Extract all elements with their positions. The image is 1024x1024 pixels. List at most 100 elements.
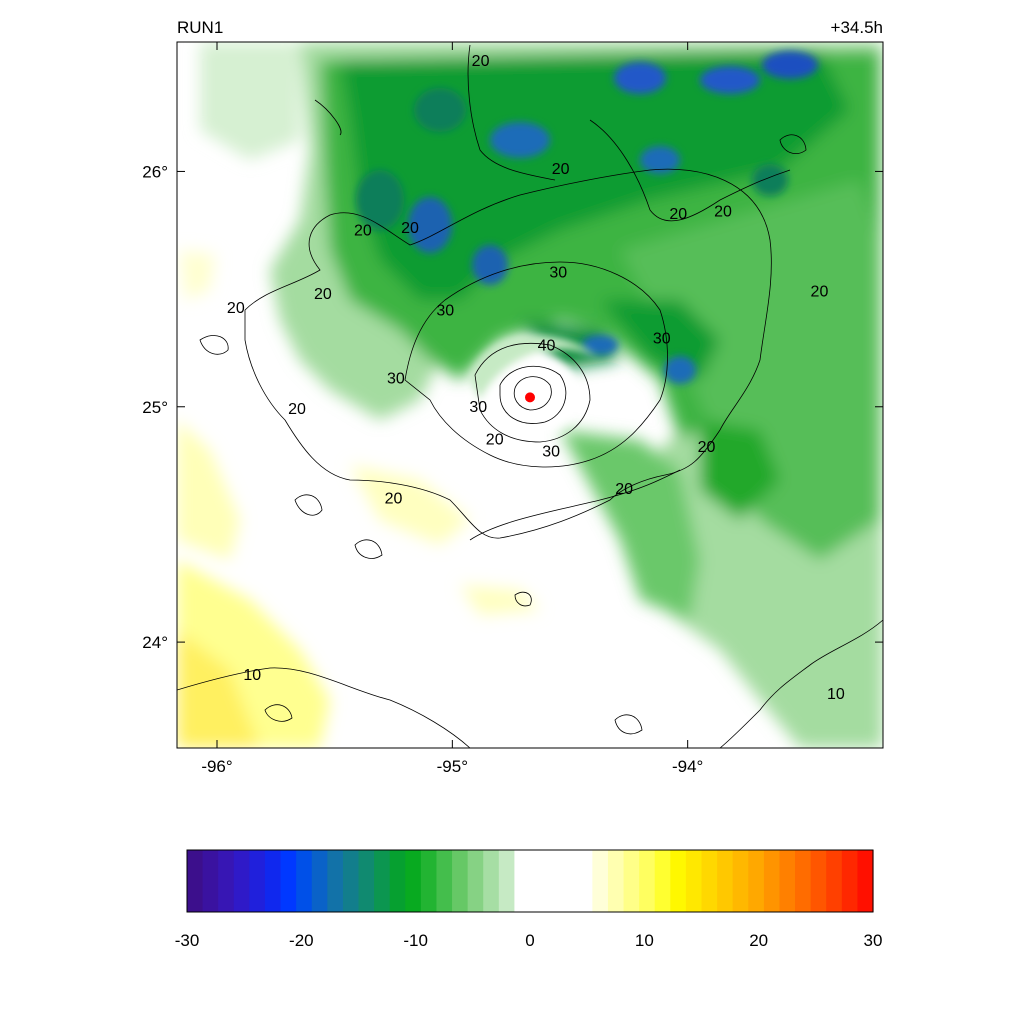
contour-label: 20 (227, 300, 245, 317)
colorbar-swatch (467, 850, 484, 912)
contour-small-7 (779, 134, 807, 154)
colorbar-tick-label: 30 (864, 931, 883, 950)
contour-label: 20 (288, 401, 306, 418)
x-tick-label: -94° (672, 757, 703, 776)
contour-label: 10 (243, 667, 261, 684)
contour-label: 30 (469, 399, 487, 416)
colorbar-swatch (327, 850, 344, 912)
contour-label: 30 (549, 265, 567, 282)
colorbar-swatch (779, 850, 796, 912)
x-tick-label: -95° (437, 757, 468, 776)
colorbar-frame (186, 849, 874, 913)
colorbar-swatch (639, 850, 656, 912)
contour-label: 10 (827, 686, 845, 703)
colorbar-swatch (498, 850, 516, 912)
colorbar-swatch (623, 850, 640, 912)
contour-label: 20 (472, 53, 490, 70)
colorbar-swatch (795, 850, 812, 912)
contour-10-southeast (719, 619, 883, 748)
contour-label: 30 (436, 302, 454, 319)
colorbar-swatch (810, 850, 827, 912)
contour-label: 40 (538, 338, 556, 355)
x-tick-label: -96° (201, 757, 232, 776)
contour-small-1 (199, 335, 229, 355)
colorbar-swatch (670, 850, 687, 912)
colorbar-swatch (405, 850, 422, 912)
contour-label: 20 (811, 283, 829, 300)
colorbar-swatch (311, 850, 328, 912)
colorbar-swatch (358, 850, 375, 912)
contour-south-arc (469, 469, 681, 541)
colorbar-swatch (545, 850, 562, 912)
colorbar-swatch (249, 850, 266, 912)
colorbar-tick-label: 0 (525, 931, 534, 950)
colorbar-swatch (701, 850, 718, 912)
storm-center-marker (525, 392, 535, 403)
colorbar-swatch (561, 850, 578, 912)
contour-label: 20 (354, 222, 372, 239)
contour-20-northwest (314, 99, 342, 136)
colorbar-tick-label: -30 (175, 931, 200, 950)
contour-eye-core (513, 376, 552, 411)
contour-small-5 (514, 591, 532, 607)
colorbar-swatch (748, 850, 765, 912)
colorbar-swatch (436, 850, 453, 912)
colorbar-swatch (530, 850, 547, 912)
strong-negative-cores (356, 51, 818, 384)
colorbar-swatch (576, 850, 593, 912)
contour-label: 30 (542, 443, 560, 460)
contour-label: 20 (714, 203, 732, 220)
contour-label: 20 (669, 206, 687, 223)
contour-label: 20 (401, 220, 419, 237)
contour-10-southwest (177, 667, 471, 748)
colorbar-swatch (202, 850, 219, 912)
contour-small-2 (294, 494, 323, 516)
contour-20-north (467, 44, 556, 181)
colorbar-swatch (607, 850, 625, 912)
colorbar-swatch (732, 850, 749, 912)
contour-small-6 (264, 704, 293, 722)
colorbar-swatch (264, 850, 282, 912)
contour-30 (404, 261, 668, 468)
colorbar-tick-label: -10 (403, 931, 428, 950)
run-title: RUN1 (177, 18, 223, 37)
contour-label: 30 (653, 331, 671, 348)
y-tick-label: 24° (142, 633, 168, 652)
positive-shading (177, 250, 540, 748)
y-tick-label: 25° (142, 398, 168, 417)
map-panel: 10 10 20 20 20 20 20 20 20 20 20 20 20 20 20 20 30 30 30 30… (177, 42, 883, 748)
colorbar-swatch (218, 850, 235, 912)
contour-label: 20 (615, 481, 633, 498)
colorbar: -30 -20 -10 0 10 20 30 (175, 849, 883, 950)
colorbar-swatch (826, 850, 843, 912)
contour-label: 20 (314, 286, 332, 303)
colorbar-swatch (857, 850, 874, 912)
colorbar-tick-label: 10 (635, 931, 654, 950)
contour-40 (474, 342, 591, 443)
colorbar-swatch (483, 850, 500, 912)
contour-label: 20 (698, 439, 716, 456)
colorbar-swatch (420, 850, 438, 912)
contour-20-outer (244, 168, 772, 539)
contour-20-northeast (589, 119, 791, 222)
colorbar-swatch (841, 850, 859, 912)
contour-small-4 (614, 714, 643, 735)
map-frame (176, 41, 884, 749)
colorbar-swatch (342, 850, 360, 912)
colorbar-swatch (187, 850, 204, 912)
colorbar-swatch (514, 850, 531, 912)
colorbar-swatch (685, 850, 703, 912)
colorbar-swatch (452, 850, 469, 912)
colorbar-swatch (374, 850, 391, 912)
colorbar-tick-label: 20 (749, 931, 768, 950)
colorbar-swatch (280, 850, 297, 912)
colorbar-swatch (592, 850, 609, 912)
contour-small-3 (354, 539, 383, 559)
axis-ticks: -96° -95° -94° 26° 25° 24° (142, 42, 883, 776)
forecast-hour: +34.5h (831, 18, 883, 37)
contour-label: 20 (385, 491, 403, 508)
contour-label: 20 (486, 432, 504, 449)
contour-labels: 10 10 20 20 20 20 20 20 20 20 20 20 20 20 20 20 30 30 30 30… (227, 53, 845, 703)
colorbar-tick-label: -20 (289, 931, 314, 950)
